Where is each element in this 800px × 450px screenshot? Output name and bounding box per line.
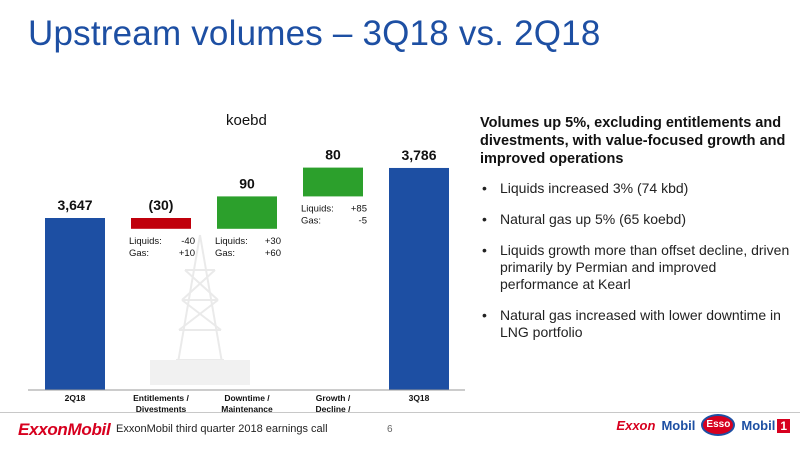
- detail-name: Liquids:: [215, 236, 248, 247]
- detail-value: +85: [351, 203, 367, 214]
- detail-value: +30: [265, 236, 281, 247]
- bar-value-label: 80: [325, 147, 341, 163]
- category-label: Entitlements /: [133, 393, 189, 403]
- page-title: Upstream volumes – 3Q18 vs. 2Q18: [28, 14, 601, 53]
- summary-bullets: • Liquids increased 3% (74 kbd) • Natural …: [480, 180, 790, 341]
- detail-value: +10: [179, 248, 195, 259]
- mobil1-logo-text: Mobil: [741, 417, 776, 433]
- esso-logo: Esso: [701, 414, 736, 436]
- mobil1-logo: Mobil 1: [741, 418, 790, 433]
- bullet-text: Liquids increased 3% (74 kbd): [500, 180, 689, 196]
- bullet-glyph: •: [482, 242, 487, 258]
- detail-value: -40: [181, 236, 195, 247]
- page-number: 6: [387, 424, 393, 435]
- footer-divider: [0, 412, 800, 413]
- chart-unit-label: koebd: [226, 112, 267, 129]
- category-label: Decline /: [316, 404, 352, 412]
- detail-value: -5: [359, 215, 367, 226]
- mobil-logo: Mobil: [661, 417, 696, 433]
- bar-value-label: (30): [149, 197, 174, 213]
- category-label: Growth /: [316, 393, 351, 403]
- category-label: 2Q18: [65, 393, 86, 403]
- bar-1: [45, 218, 105, 390]
- bar-value-label: 90: [239, 175, 255, 191]
- bullet-text: Natural gas increased with lower downtim…: [500, 307, 781, 340]
- exxonmobil-logo: ExxonMobil: [18, 420, 111, 439]
- bar-value-label: 3,647: [57, 197, 92, 213]
- waterfall-chart: 3,647 2Q18 (30) Entitlements /Divestments Li…: [28, 147, 465, 412]
- summary-panel: Volumes up 5%, excluding entitlements an…: [480, 114, 790, 355]
- mobil1-logo-suffix: 1: [777, 418, 790, 433]
- summary-headline: Volumes up 5%, excluding entitlements an…: [480, 115, 786, 167]
- exxon-logo: Exxon: [616, 417, 656, 433]
- bullet-item: • Liquids growth more than offset decline…: [480, 242, 790, 293]
- detail-value: +60: [265, 248, 281, 259]
- bullet-text: Liquids growth more than offset decline,…: [500, 242, 790, 292]
- category-label: 3Q18: [409, 393, 430, 403]
- detail-name: Liquids:: [129, 236, 162, 247]
- detail-name: Liquids:: [301, 203, 334, 214]
- category-label: Divestments: [136, 404, 187, 412]
- bar-value-label: 3,786: [401, 147, 436, 163]
- bar-3: [217, 196, 277, 229]
- category-label: Downtime /: [224, 393, 270, 403]
- bullet-item: • Liquids increased 3% (74 kbd): [480, 180, 790, 197]
- category-label: Maintenance: [221, 404, 273, 412]
- bullet-glyph: •: [482, 307, 487, 323]
- bullet-item: • Natural gas increased with lower downti…: [480, 307, 790, 341]
- bullet-glyph: •: [482, 211, 487, 227]
- detail-name: Gas:: [129, 248, 149, 259]
- detail-name: Gas:: [301, 215, 321, 226]
- bar-2: [131, 218, 191, 229]
- bullet-item: • Natural gas up 5% (65 koebd): [480, 211, 790, 228]
- detail-name: Gas:: [215, 248, 235, 259]
- oil-rig-illustration: [150, 234, 250, 385]
- bullet-text: Natural gas up 5% (65 koebd): [500, 211, 686, 227]
- bar-4: [303, 167, 363, 197]
- footer-caption: ExxonMobil third quarter 2018 earnings c…: [116, 423, 328, 435]
- brand-logos: Exxon Mobil Esso Mobil 1: [616, 414, 790, 436]
- bar-5: [389, 167, 449, 390]
- bullet-glyph: •: [482, 180, 487, 196]
